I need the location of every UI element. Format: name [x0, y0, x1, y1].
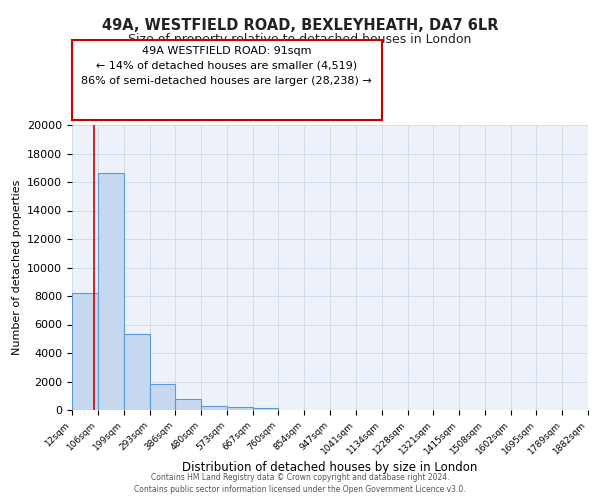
Text: 49A WESTFIELD ROAD: 91sqm: 49A WESTFIELD ROAD: 91sqm	[142, 46, 311, 56]
X-axis label: Distribution of detached houses by size in London: Distribution of detached houses by size …	[182, 462, 478, 474]
Bar	[124, 334, 149, 410]
Text: 49A, WESTFIELD ROAD, BEXLEYHEATH, DA7 6LR: 49A, WESTFIELD ROAD, BEXLEYHEATH, DA7 6L…	[102, 18, 498, 32]
Text: Size of property relative to detached houses in London: Size of property relative to detached ho…	[128, 32, 472, 46]
Y-axis label: Number of detached properties: Number of detached properties	[11, 180, 22, 355]
Bar	[149, 384, 175, 410]
Bar	[72, 293, 98, 410]
Text: Contains HM Land Registry data © Crown copyright and database right 2024.: Contains HM Land Registry data © Crown c…	[151, 472, 449, 482]
Text: 86% of semi-detached houses are larger (28,238) →: 86% of semi-detached houses are larger (…	[82, 76, 372, 86]
Bar	[175, 400, 201, 410]
Bar	[201, 406, 227, 410]
Text: Contains public sector information licensed under the Open Government Licence v3: Contains public sector information licen…	[134, 485, 466, 494]
Bar	[98, 174, 124, 410]
Bar	[253, 408, 278, 410]
Text: ← 14% of detached houses are smaller (4,519): ← 14% of detached houses are smaller (4,…	[96, 61, 358, 71]
Bar	[227, 407, 253, 410]
